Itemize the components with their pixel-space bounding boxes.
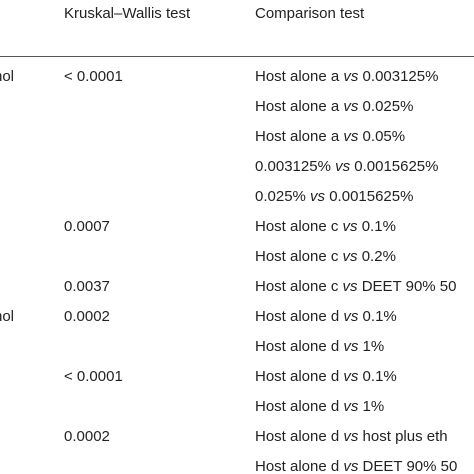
comparison-vs: vs xyxy=(335,158,351,175)
comparison-vs: vs xyxy=(343,128,359,145)
comparison-vs: vs xyxy=(343,338,359,355)
comparison-right: 0.2% xyxy=(357,248,396,265)
comparison-left: Host alone a xyxy=(255,68,344,85)
kruskal-wallis-value: 0.0007 xyxy=(64,218,110,235)
comparison-left: Host alone c xyxy=(255,278,343,295)
comparison-cell: 0.003125% vs 0.0015625% xyxy=(255,157,439,177)
comparison-cell: Host alone d vs DEET 90% 50 xyxy=(255,457,457,474)
comparison-right: host plus eth xyxy=(358,428,448,445)
header-comparison-test: Comparison test xyxy=(255,5,365,22)
comparison-left: Host alone d xyxy=(255,308,344,325)
comparison-left: Host alone c xyxy=(255,248,343,265)
table-row: Host alone d vs 1% xyxy=(0,332,474,362)
comparison-left: 0.025% xyxy=(255,188,311,205)
header-rule xyxy=(0,56,474,57)
comparison-vs: vs xyxy=(342,278,358,295)
comparison-right: 0.1% xyxy=(357,218,396,235)
comparison-vs: vs xyxy=(343,428,359,445)
comparison-right: DEET 90% 50 xyxy=(357,278,457,295)
comparison-right: 1% xyxy=(358,338,385,355)
comparison-cell: Host alone c vs 0.2% xyxy=(255,247,396,267)
comparison-right: 0.1% xyxy=(358,308,397,325)
comparison-left: Host alone d xyxy=(255,338,344,355)
comparison-left: Host alone d xyxy=(255,398,344,415)
comparison-left: Host alone d xyxy=(255,368,344,385)
table-row: 0.025% vs 0.0015625% xyxy=(0,182,474,212)
comparison-cell: Host alone c vs 0.1% xyxy=(255,217,396,237)
comparison-cell: Host alone d vs 0.1% xyxy=(255,307,397,327)
comparison-vs: vs xyxy=(343,398,359,415)
comparison-right: 0.1% xyxy=(358,368,397,385)
comparison-left: Host alone d xyxy=(255,428,344,445)
table-row: Host alone d vs 1% xyxy=(0,392,474,422)
comparison-cell: Host alone c vs DEET 90% 50 xyxy=(255,277,457,297)
kruskal-wallis-value: 0.0002 xyxy=(64,428,110,445)
comparison-left: 0.003125% xyxy=(255,158,336,175)
table-row: < 0.0001 Host alone d vs 0.1% xyxy=(0,362,474,392)
comparison-vs: vs xyxy=(342,248,358,265)
table-row: 0.003125% vs 0.0015625% xyxy=(0,152,474,182)
kruskal-wallis-value: 0.0037 xyxy=(64,278,110,295)
comparison-right: 0.05% xyxy=(358,128,406,145)
table-row: Host alone a vs 0.025% xyxy=(0,92,474,122)
table-row: nol 0.0002 Host alone d vs 0.1% xyxy=(0,302,474,332)
table-row: 0.0002 Host alone d vs host plus eth xyxy=(0,422,474,452)
comparison-left: Host alone d xyxy=(255,458,344,474)
comparison-left: Host alone c xyxy=(255,218,343,235)
table-row: nol < 0.0001 Host alone a vs 0.003125% xyxy=(0,62,474,92)
comparison-vs: vs xyxy=(343,68,359,85)
comparison-left: Host alone a xyxy=(255,128,344,145)
comparison-cell: Host alone d vs 1% xyxy=(255,397,384,417)
comparison-right: 0.025% xyxy=(358,98,414,115)
table-row: 0.0037 Host alone c vs DEET 90% 50 xyxy=(0,272,474,302)
kruskal-wallis-value: < 0.0001 xyxy=(64,68,123,85)
comparison-vs: vs xyxy=(343,458,359,474)
table-header-row: Kruskal–Wallis test Comparison test xyxy=(0,0,474,56)
comparison-left: Host alone a xyxy=(255,98,344,115)
kruskal-wallis-value: 0.0002 xyxy=(64,308,110,325)
table-row: Host alone d vs DEET 90% 50 xyxy=(0,452,474,474)
comparison-cell: Host alone a vs 0.025% xyxy=(255,97,413,117)
comparison-cell: Host alone a vs 0.003125% xyxy=(255,67,438,87)
comparison-cell: Host alone a vs 0.05% xyxy=(255,127,405,147)
comparison-cell: 0.025% vs 0.0015625% xyxy=(255,187,413,207)
table-row: Host alone a vs 0.05% xyxy=(0,122,474,152)
header-kruskal-wallis: Kruskal–Wallis test xyxy=(64,5,191,22)
table-row: Host alone c vs 0.2% xyxy=(0,242,474,272)
comparison-cell: Host alone d vs host plus eth xyxy=(255,427,448,447)
comparison-vs: vs xyxy=(343,308,359,325)
comparison-vs: vs xyxy=(343,98,359,115)
comparison-vs: vs xyxy=(343,368,359,385)
comparison-right: 1% xyxy=(358,398,385,415)
comparison-vs: vs xyxy=(342,218,358,235)
comparison-right: 0.003125% xyxy=(358,68,439,85)
table-row: 0.0007 Host alone c vs 0.1% xyxy=(0,212,474,242)
comparison-vs: vs xyxy=(310,188,326,205)
row-label: nol xyxy=(0,308,15,325)
comparison-cell: Host alone d vs 1% xyxy=(255,337,384,357)
comparison-right: 0.0015625% xyxy=(325,188,414,205)
comparison-right: DEET 90% 50 xyxy=(358,458,458,474)
comparison-right: 0.0015625% xyxy=(350,158,439,175)
comparison-cell: Host alone d vs 0.1% xyxy=(255,367,397,387)
kruskal-wallis-value: < 0.0001 xyxy=(64,368,123,385)
row-label: nol xyxy=(0,68,15,85)
